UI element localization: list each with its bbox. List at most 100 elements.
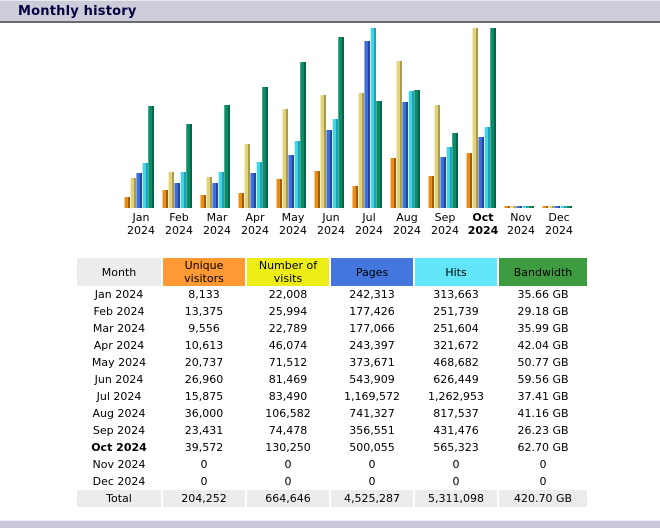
chart-group: Jul 2024 [352,27,386,237]
value-cell: 177,426 [349,305,395,318]
value-cell: 1,262,953 [428,390,484,403]
hits-bar [560,206,566,208]
month-label: May 2024 [279,211,307,237]
month-cell: Jul 2024 [96,390,142,403]
hits-bar [294,141,300,208]
month-label: Aug 2024 [393,211,421,237]
table-row: Apr 2024 10,613 46,074 243,397 321,672 42.04 … [77,337,587,354]
unique-visitors-bar [314,171,320,208]
month-label: Nov 2024 [507,211,535,237]
value-cell: 468,682 [433,356,479,369]
value-cell: 0 [452,458,460,471]
column-header-unique-visitors: Unique visitors [163,258,245,286]
hits-bar [446,147,452,208]
title-bar: Monthly history [0,0,660,23]
chart-group: Jun 2024 [314,27,348,237]
bandwidth-bar [376,101,382,208]
chart-group: Feb 2024 [162,27,196,237]
value-cell: 22,008 [268,288,308,301]
unique-visitors-bar [390,158,396,208]
chart-group: Nov 2024 [504,27,538,237]
value-cell: 242,313 [349,288,395,301]
value-cell: 42.04 GB [517,339,569,352]
value-cell: 81,469 [268,373,308,386]
value-cell: 35.66 GB [517,288,569,301]
table-body: Jan 2024 8,133 22,008 242,313 313,663 35.66 G… [77,286,587,507]
page-title: Monthly history [18,3,137,19]
value-cell: 251,739 [433,305,479,318]
table-row: Sep 2024 23,431 74,478 356,551 431,476 26.23 … [77,422,587,439]
chart-group: Oct 2024 [466,27,500,237]
table-header-row: Month Unique visitors Number of visits Page… [77,258,587,286]
value-cell: 25,994 [268,305,308,318]
column-header-hits: Hits [415,258,497,286]
hits-bar [370,28,376,208]
visits-bar [358,93,364,208]
bandwidth-bar [490,28,496,208]
month-cell: Apr 2024 [93,339,145,352]
pages-bar [250,173,256,208]
hits-bar [180,172,186,208]
bandwidth-bar [338,37,344,208]
value-cell: 35.99 GB [517,322,569,335]
bandwidth-bar [224,105,230,208]
visits-bar [282,109,288,208]
month-label: Mar 2024 [203,211,231,237]
chart-group: Dec 2024 [542,27,576,237]
hits-bar [522,206,528,208]
hits-bar [484,127,490,208]
value-cell: 356,551 [349,424,395,437]
value-cell: 177,066 [349,322,395,335]
value-cell: 8,133 [188,288,220,301]
month-cell: Nov 2024 [92,458,146,471]
month-cell: Mar 2024 [92,322,146,335]
month-cell: Dec 2024 [92,475,146,488]
value-cell: 321,672 [433,339,479,352]
pages-bar [212,183,218,208]
pages-bar [288,155,294,208]
value-cell: 373,671 [349,356,395,369]
column-header-month: Month [77,258,161,286]
month-label: Sep 2024 [431,211,459,237]
value-cell: 41.16 GB [517,407,569,420]
unique-visitors-bar [162,190,168,208]
value-cell: 431,476 [433,424,479,437]
visits-bar [244,144,250,208]
month-cell: Jun 2024 [94,373,144,386]
month-cell: Oct 2024 [91,441,147,454]
value-cell: 0 [368,458,376,471]
unique-visitors-bar [238,193,244,208]
total-value-cell: 420.70 GB [499,490,587,507]
value-cell: 251,604 [433,322,479,335]
bandwidth-bar [452,133,458,208]
table-row: Aug 2024 36,000 106,582 741,327 817,537 41.16… [77,405,587,422]
table-row: Jan 2024 8,133 22,008 242,313 313,663 35.66 G… [77,286,587,303]
value-cell: 0 [284,475,292,488]
table-row: May 2024 20,737 71,512 373,671 468,682 50.77 … [77,354,587,371]
pages-bar [364,41,370,208]
value-cell: 626,449 [433,373,479,386]
unique-visitors-bar [466,153,472,208]
visits-bar [510,206,516,208]
column-header-pages: Pages [331,258,413,286]
value-cell: 22,789 [268,322,308,335]
bandwidth-bar [262,87,268,208]
month-label: Jun 2024 [317,211,345,237]
bandwidth-bar [148,106,154,208]
value-cell: 0 [368,475,376,488]
value-cell: 9,556 [188,322,220,335]
unique-visitors-bar [124,197,130,208]
value-cell: 106,582 [265,407,311,420]
value-cell: 500,055 [349,441,395,454]
month-cell: May 2024 [91,356,147,369]
visits-bar [168,172,174,208]
table-row: Mar 2024 9,556 22,789 177,066 251,604 35.99 G… [77,320,587,337]
value-cell: 74,478 [268,424,308,437]
bandwidth-bar [186,124,192,208]
total-label-cell: Total [77,490,161,507]
month-label: Jul 2024 [355,211,383,237]
value-cell: 543,909 [349,373,395,386]
month-cell: Aug 2024 [92,407,146,420]
value-cell: 0 [200,458,208,471]
value-cell: 565,323 [433,441,479,454]
